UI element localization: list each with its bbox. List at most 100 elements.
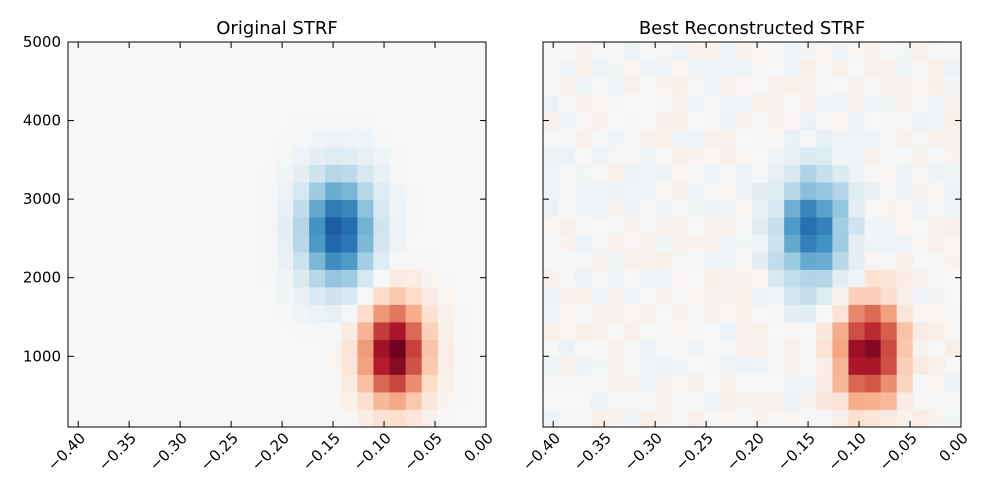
heatmap-cell [639,252,656,270]
heatmap-cell [800,42,817,60]
heatmap-cell [928,182,946,200]
x-tick-label: −0.20 [723,429,768,474]
heatmap-cell [752,199,769,218]
heatmap-cell [389,129,407,148]
heatmap-cell [293,322,310,340]
heatmap-cell [735,112,753,130]
heatmap-cell [607,409,624,428]
heatmap-cell [68,252,85,270]
heatmap-cell [832,234,849,253]
heatmap-cell [864,269,882,288]
heatmap-cell [671,322,689,340]
heatmap-cell [84,147,101,165]
heatmap-cell [389,409,407,428]
heatmap-cell [768,269,785,288]
heatmap-cell [944,199,962,218]
heatmap-cell [84,199,101,218]
heatmap-cell [212,374,230,393]
heatmap-cell [180,42,198,60]
heatmap-cell [148,269,165,288]
heatmap-cell [68,129,85,148]
heatmap-cell [880,42,898,60]
heatmap-cell [832,269,849,288]
heatmap-cell [196,77,214,95]
heatmap-cell [687,182,705,200]
heatmap-cell [357,409,374,428]
heatmap-cell [864,217,882,235]
heatmap-cell [357,287,374,305]
heatmap-cell [591,252,608,270]
heatmap-cell [752,59,769,78]
heatmap-cell [469,304,487,323]
heatmap-cell [896,322,914,340]
heatmap-cell [575,164,592,183]
heatmap-cell [469,164,487,183]
heatmap-cell [735,77,753,95]
heatmap-cell [116,217,133,235]
heatmap-cell [639,374,656,393]
heatmap-cell [607,94,624,113]
heatmap-cell [148,59,165,78]
heatmap-cell [912,59,930,78]
heatmap-cell [309,129,326,148]
x-tick-label: −0.35 [570,429,615,474]
heatmap-cell [357,42,374,60]
heatmap-cell [212,77,230,95]
heatmap-cell [84,217,101,235]
heatmap-cell [469,339,487,358]
heatmap-cell [132,409,149,428]
heatmap-cell [164,357,181,375]
heatmap-cell [453,357,471,375]
heatmap-cell [421,339,439,358]
heatmap-cell [100,339,117,358]
heatmap-cell [244,287,262,305]
heatmap-cell [543,269,560,288]
heatmap-cell [437,322,455,340]
heatmap-cell [591,112,608,130]
heatmap-cell [196,409,214,428]
heatmap-cell [639,42,656,60]
heatmap-cell [752,234,769,253]
heatmap-cell [228,182,246,200]
heatmap-cell [928,112,946,130]
heatmap-cell [244,339,262,358]
heatmap-cell [84,269,101,288]
heatmap-cell [84,234,101,253]
heatmap-cell [453,182,471,200]
heatmap-cell [607,252,624,270]
heatmap-cell [148,234,165,253]
heatmap-cell [277,59,294,78]
heatmap-cell [543,374,560,393]
heatmap-cell [944,59,962,78]
heatmap-cell [591,182,608,200]
heatmap-cell [559,322,576,340]
heatmap-cell [623,182,640,200]
heatmap-cell [293,59,310,78]
heatmap-cell [800,147,817,165]
heatmap-cell [293,287,310,305]
heatmap-cell [784,182,801,200]
heatmap-cell [944,357,962,375]
heatmap-cell [639,129,656,148]
heatmap-cell [703,112,721,130]
heatmap-cell [357,129,374,148]
heatmap-cell [100,199,117,218]
heatmap-cell [421,77,439,95]
heatmap-cell [196,322,214,340]
heatmap-cell [768,164,785,183]
heatmap-cell [405,339,423,358]
heatmap-cell [293,129,310,148]
heatmap-cell [735,322,753,340]
heatmap-cell [116,287,133,305]
heatmap-cell [832,357,849,375]
heatmap-cell [671,339,689,358]
heatmap-cell [800,77,817,95]
heatmap-cell [309,409,326,428]
heatmap-cell [325,182,342,200]
heatmap-cell [671,409,689,428]
heatmap-cell [928,374,946,393]
heatmap-cell [768,42,785,60]
heatmap-cell [944,304,962,323]
heatmap-cell [260,409,278,428]
heatmap-cell [752,217,769,235]
